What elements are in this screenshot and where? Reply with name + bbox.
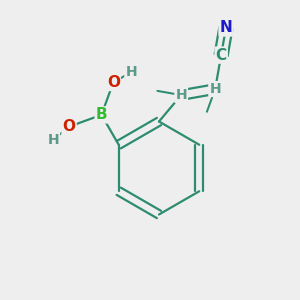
Text: H: H <box>176 88 187 102</box>
Text: H: H <box>47 133 59 147</box>
Text: O: O <box>63 119 76 134</box>
Text: C: C <box>216 48 227 63</box>
Text: N: N <box>220 20 232 35</box>
Text: H: H <box>125 65 137 79</box>
Text: H: H <box>209 82 221 96</box>
Text: O: O <box>107 75 120 90</box>
Text: B: B <box>96 107 107 122</box>
